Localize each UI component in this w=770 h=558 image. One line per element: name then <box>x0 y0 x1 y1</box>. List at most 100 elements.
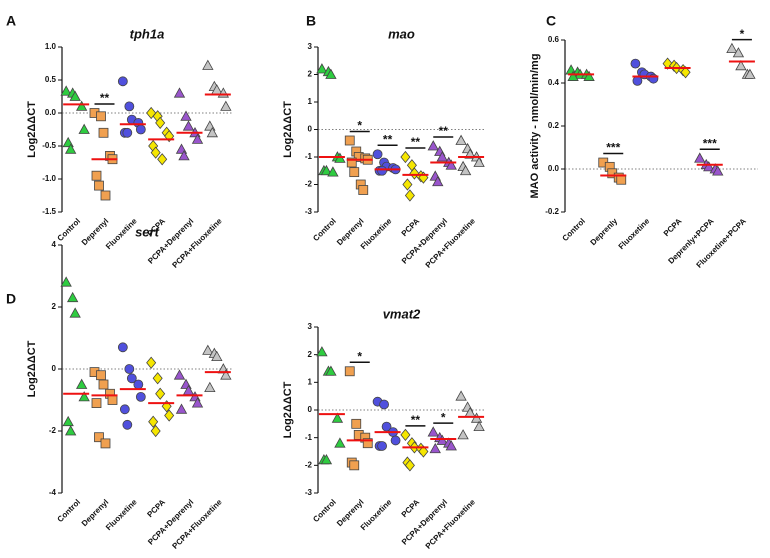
data-point <box>124 101 135 112</box>
data-point <box>459 164 472 176</box>
data-point <box>191 133 204 144</box>
y-tick-label: -1 <box>305 433 313 442</box>
data-point <box>735 59 747 71</box>
x-tick-label: Deprenly <box>589 216 620 247</box>
y-tick-label: 0.0 <box>45 108 57 117</box>
data-point <box>94 180 104 191</box>
data-point <box>64 425 77 436</box>
data-point <box>69 307 81 318</box>
y-tick-label: -2 <box>305 180 313 189</box>
data-point <box>75 100 88 111</box>
data-point <box>191 397 204 408</box>
significance-label: ** <box>411 413 421 427</box>
data-point <box>202 59 214 70</box>
data-point <box>567 70 579 81</box>
x-tick-label: PCPA <box>145 497 167 519</box>
panel-label: B <box>306 13 316 29</box>
data-point <box>703 161 715 172</box>
data-point <box>325 68 337 79</box>
data-point <box>316 63 328 74</box>
data-point <box>220 369 232 380</box>
data-point <box>173 369 186 380</box>
y-tick-label: 0.4 <box>548 78 560 87</box>
data-point <box>427 426 439 437</box>
data-point <box>616 174 627 185</box>
panel-title: tph1a <box>130 26 165 41</box>
data-point <box>316 346 328 357</box>
data-point <box>66 291 79 303</box>
data-point <box>712 165 724 176</box>
data-point <box>630 58 641 69</box>
data-point <box>325 365 337 376</box>
x-tick-label: PCPA+Fluoxetine <box>170 216 224 270</box>
data-point <box>91 398 102 409</box>
data-point <box>632 75 643 86</box>
panel-title: sert <box>135 224 160 239</box>
panel-label: C <box>546 13 556 29</box>
data-point <box>155 387 166 400</box>
x-tick-label: Fluoxetine <box>617 216 652 251</box>
data-point <box>344 135 355 146</box>
panel: BmaoLog2ΔΔCT-3-2-10123ControlDeprenyl*Fl… <box>282 13 485 270</box>
data-point <box>473 156 485 167</box>
data-point <box>744 68 756 79</box>
data-point <box>62 415 74 427</box>
data-point <box>432 175 444 187</box>
data-point <box>107 395 118 405</box>
x-tick-label: Fluoxetine <box>104 497 139 532</box>
y-tick-label: 4 <box>52 240 57 249</box>
significance-label: *** <box>703 136 717 150</box>
y-tick-label: 0.0 <box>548 164 560 173</box>
data-point <box>150 424 161 438</box>
data-point <box>372 149 383 160</box>
x-tick-label: PCPA+Fluoxetine <box>424 216 478 270</box>
y-tick-label: -0.5 <box>42 141 56 150</box>
y-tick-label: 2 <box>52 302 57 311</box>
y-tick-label: -1.0 <box>42 174 56 183</box>
y-tick-label: 2 <box>308 70 313 79</box>
data-point <box>436 151 448 162</box>
data-point <box>117 342 128 353</box>
data-point <box>173 87 186 98</box>
data-point <box>96 370 106 381</box>
data-point <box>182 120 195 131</box>
data-point <box>157 153 168 166</box>
significance-label: ** <box>383 132 393 146</box>
data-point <box>402 178 413 191</box>
data-point <box>400 428 411 442</box>
x-tick-label: Control <box>56 498 82 524</box>
y-axis-label: Log2ΔΔCT <box>26 101 38 158</box>
x-tick-label: PCPA <box>400 216 422 238</box>
data-point <box>100 438 111 449</box>
y-tick-label: -0.2 <box>545 207 559 216</box>
data-point <box>124 364 135 374</box>
x-tick-label: Control <box>311 217 337 243</box>
data-point <box>94 432 104 443</box>
data-point <box>135 391 146 402</box>
y-tick-label: -1.5 <box>42 207 56 216</box>
x-tick-label: Fluoxetine <box>104 216 139 251</box>
data-point <box>91 170 102 181</box>
data-point <box>98 379 109 390</box>
y-tick-label: 3 <box>308 42 313 51</box>
panel-title: mao <box>388 26 415 41</box>
data-point <box>455 134 467 145</box>
data-point <box>358 185 369 195</box>
panel-label: A <box>6 13 16 29</box>
significance-label: ** <box>439 124 449 138</box>
data-point <box>117 76 128 87</box>
significance-label: * <box>441 410 446 424</box>
data-point <box>133 379 144 390</box>
y-tick-label: 0 <box>308 405 313 414</box>
data-point <box>204 381 216 393</box>
significance-label: *** <box>606 141 620 155</box>
data-point <box>344 366 355 377</box>
data-point <box>427 140 439 151</box>
y-tick-label: 0 <box>308 125 313 134</box>
data-point <box>732 47 745 58</box>
data-point <box>60 276 72 287</box>
x-tick-label: Control <box>56 217 82 243</box>
panel-label: D <box>6 291 16 307</box>
data-point <box>135 124 146 135</box>
